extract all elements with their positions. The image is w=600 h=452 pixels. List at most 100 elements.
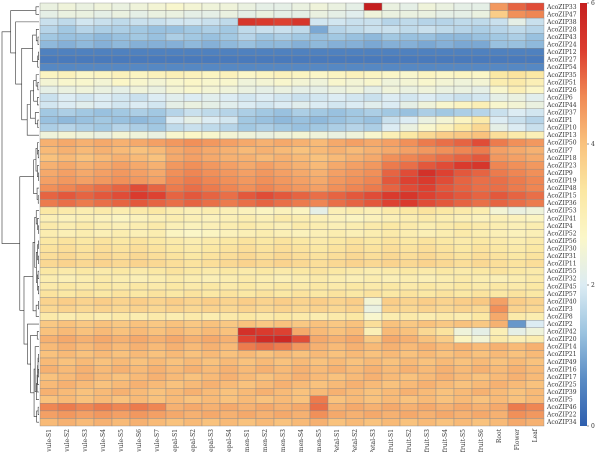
heatmap-cell — [507, 78, 527, 87]
heatmap-cell — [399, 108, 419, 117]
heatmap-cell — [381, 199, 401, 208]
heatmap-cell — [75, 146, 95, 155]
heatmap-cell — [237, 108, 257, 117]
heatmap-cell — [255, 93, 275, 102]
heatmap-cell — [201, 214, 221, 223]
heatmap-cell — [111, 176, 131, 185]
heatmap-cell — [147, 221, 167, 230]
heatmap-cell — [201, 191, 221, 200]
heatmap-cell — [93, 312, 113, 321]
heatmap-cell — [201, 274, 221, 283]
heatmap-cell — [219, 221, 239, 230]
heatmap-cell — [219, 48, 239, 57]
heatmap-cell — [507, 259, 527, 268]
heatmap-cell — [345, 350, 365, 359]
heatmap-cell — [219, 282, 239, 291]
heatmap-cell — [57, 191, 77, 200]
row-label: AcoZIP16 — [546, 366, 577, 373]
heatmap-cell — [399, 168, 419, 177]
heatmap-cell — [417, 176, 437, 185]
heatmap-cell — [507, 350, 527, 359]
heatmap-cell — [129, 33, 149, 41]
heatmap-cell — [273, 252, 293, 261]
heatmap-cell — [327, 199, 347, 208]
heatmap-cell — [201, 221, 221, 230]
heatmap-cell — [273, 267, 293, 276]
heatmap-cell — [345, 48, 365, 57]
row-label: AcoZIP50 — [546, 140, 577, 147]
heatmap-cells — [39, 2, 545, 427]
heatmap-cell — [507, 100, 527, 109]
heatmap-cell — [399, 229, 419, 238]
heatmap-cell — [489, 380, 509, 389]
heatmap-cell — [435, 108, 455, 117]
heatmap-cell — [399, 191, 419, 200]
heatmap-cell — [147, 304, 167, 313]
heatmap-cell — [363, 297, 383, 306]
heatmap-cell — [201, 40, 221, 49]
heatmap-cell — [129, 282, 149, 291]
column-label: Stamen-S1 — [244, 429, 251, 452]
heatmap-cell — [75, 267, 95, 276]
heatmap-cell — [345, 168, 365, 177]
heatmap-cell — [309, 312, 329, 321]
heatmap-cell — [201, 123, 221, 132]
heatmap-cell — [309, 168, 329, 177]
heatmap-cell — [93, 410, 113, 419]
heatmap-cell — [525, 282, 545, 291]
heatmap-cell — [111, 267, 131, 276]
heatmap-cell — [39, 10, 59, 19]
heatmap-cell — [381, 40, 401, 49]
heatmap-cell — [147, 85, 167, 94]
heatmap-cell — [381, 116, 401, 125]
heatmap-cell — [417, 161, 437, 170]
heatmap-cell — [309, 93, 329, 102]
heatmap-cell — [489, 93, 509, 102]
heatmap-cell — [201, 236, 221, 245]
heatmap-cell — [75, 304, 95, 313]
heatmap-cell — [363, 199, 383, 208]
heatmap-cell — [57, 259, 77, 268]
heatmap-cell — [363, 410, 383, 419]
heatmap-cell — [399, 418, 419, 427]
heatmap-cell — [399, 48, 419, 57]
heatmap-cell — [255, 161, 275, 170]
column-label: fruit-S3 — [424, 429, 431, 452]
heatmap-cell — [345, 116, 365, 125]
heatmap-cell — [237, 206, 257, 215]
heatmap-cell — [219, 304, 239, 313]
heatmap-cell — [75, 282, 95, 291]
row-label: AcoZIP54 — [546, 64, 577, 71]
heatmap-cell — [471, 221, 491, 230]
heatmap-cell — [39, 123, 59, 132]
heatmap-cell — [93, 395, 113, 404]
heatmap-cell — [381, 372, 401, 381]
heatmap-cell — [399, 206, 419, 215]
heatmap-cell — [345, 327, 365, 336]
heatmap-cell — [345, 259, 365, 268]
heatmap-cell — [129, 206, 149, 215]
heatmap-cell — [363, 176, 383, 185]
heatmap-cell — [75, 395, 95, 404]
heatmap-cell — [219, 93, 239, 102]
heatmap-cell — [273, 40, 293, 49]
heatmap-cell — [129, 55, 149, 64]
heatmap-cell — [489, 85, 509, 94]
heatmap-cell — [363, 403, 383, 412]
heatmap-cell — [471, 55, 491, 64]
heatmap-cell — [201, 365, 221, 374]
heatmap-cell — [57, 304, 77, 313]
heatmap-cell — [237, 418, 257, 427]
heatmap-cell — [417, 342, 437, 351]
heatmap-cell — [453, 17, 473, 26]
dendrogram-branch — [33, 80, 38, 102]
heatmap-cell — [309, 259, 329, 268]
heatmap-cell — [291, 244, 311, 253]
heatmap-cell — [525, 138, 545, 147]
heatmap-cell — [93, 206, 113, 215]
heatmap-cell — [507, 116, 527, 125]
heatmap-cell — [525, 320, 545, 329]
heatmap-cell — [201, 146, 221, 155]
row-label: AcoZIP51 — [546, 79, 577, 86]
heatmap-cell — [75, 70, 95, 79]
